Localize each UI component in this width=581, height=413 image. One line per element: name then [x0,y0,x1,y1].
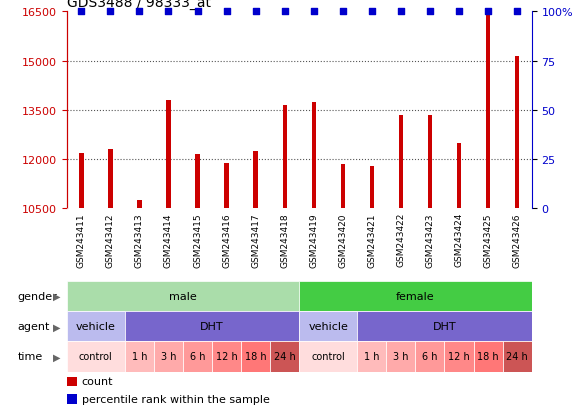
Text: agent: agent [17,321,50,332]
Bar [166,101,171,209]
Text: GSM243415: GSM243415 [193,213,202,267]
Text: ▶: ▶ [53,351,60,362]
Text: 12 h: 12 h [216,351,238,362]
Text: male: male [169,291,197,301]
Text: control: control [79,351,113,362]
Text: 12 h: 12 h [448,351,470,362]
Bar [428,116,432,209]
Bar [486,16,490,209]
Text: 1 h: 1 h [132,351,147,362]
Text: GSM243421: GSM243421 [367,213,376,267]
Bar [67,311,125,342]
Bar [137,201,142,209]
Text: 18 h: 18 h [245,351,267,362]
Bar [457,143,461,209]
Point [135,9,144,16]
Bar [515,57,519,209]
Bar [67,281,299,311]
Text: count: count [82,377,113,387]
Point [512,9,522,16]
Text: GSM243416: GSM243416 [222,213,231,267]
Point [425,9,435,16]
Bar [474,342,503,372]
Bar [241,342,270,372]
Text: GSM243414: GSM243414 [164,213,173,267]
Point [106,9,115,16]
Bar [154,342,183,372]
Point [483,9,493,16]
Text: GSM243419: GSM243419 [309,213,318,267]
Bar [224,163,229,209]
Text: control: control [311,351,345,362]
Bar [299,342,357,372]
Text: vehicle: vehicle [76,321,116,332]
Bar [386,342,415,372]
Point [309,9,318,16]
Point [396,9,406,16]
Text: 18 h: 18 h [477,351,499,362]
Bar [299,311,357,342]
Text: time: time [17,351,42,362]
Point [280,9,289,16]
Text: ▶: ▶ [53,321,60,332]
Text: GSM243411: GSM243411 [77,213,86,267]
Point [251,9,260,16]
Bar [311,102,316,209]
Point [222,9,231,16]
Bar [503,342,532,372]
Bar [282,106,287,209]
Bar [183,342,212,372]
Text: GSM243423: GSM243423 [425,213,435,267]
Text: GSM243418: GSM243418 [280,213,289,267]
Text: 6 h: 6 h [422,351,437,362]
Text: female: female [396,291,435,301]
Text: GSM243426: GSM243426 [512,213,522,267]
Text: 24 h: 24 h [274,351,296,362]
Text: GSM243425: GSM243425 [483,213,493,267]
Bar [125,342,154,372]
Bar [444,342,474,372]
Point [164,9,173,16]
Bar [415,342,444,372]
Text: GSM243424: GSM243424 [454,213,464,267]
Bar [253,152,258,209]
Bar [299,281,532,311]
Text: ▶: ▶ [53,291,60,301]
Bar [67,342,125,372]
Text: GSM243420: GSM243420 [338,213,347,267]
Point [77,9,86,16]
Bar [212,342,241,372]
Bar [357,342,386,372]
Point [454,9,464,16]
Bar [195,155,200,209]
Text: 1 h: 1 h [364,351,379,362]
Text: GSM243413: GSM243413 [135,213,144,267]
Bar [399,116,403,209]
Text: GSM243412: GSM243412 [106,213,115,267]
Bar [340,165,345,209]
Text: GDS3488 / 98333_at: GDS3488 / 98333_at [67,0,211,10]
Text: 6 h: 6 h [190,351,205,362]
Text: 3 h: 3 h [393,351,408,362]
Text: DHT: DHT [200,321,224,332]
Bar [67,394,77,404]
Bar [108,150,113,209]
Bar [370,166,374,209]
Point [338,9,347,16]
Text: DHT: DHT [433,321,456,332]
Bar [357,311,532,342]
Text: percentile rank within the sample: percentile rank within the sample [82,394,270,404]
Text: 3 h: 3 h [161,351,176,362]
Text: gender: gender [17,291,57,301]
Text: GSM243417: GSM243417 [251,213,260,267]
Text: vehicle: vehicle [309,321,348,332]
Bar [67,377,77,386]
Text: GSM243422: GSM243422 [396,213,406,267]
Point [367,9,376,16]
Bar [79,153,84,209]
Text: 24 h: 24 h [506,351,528,362]
Point [193,9,202,16]
Bar [125,311,299,342]
Bar [270,342,299,372]
